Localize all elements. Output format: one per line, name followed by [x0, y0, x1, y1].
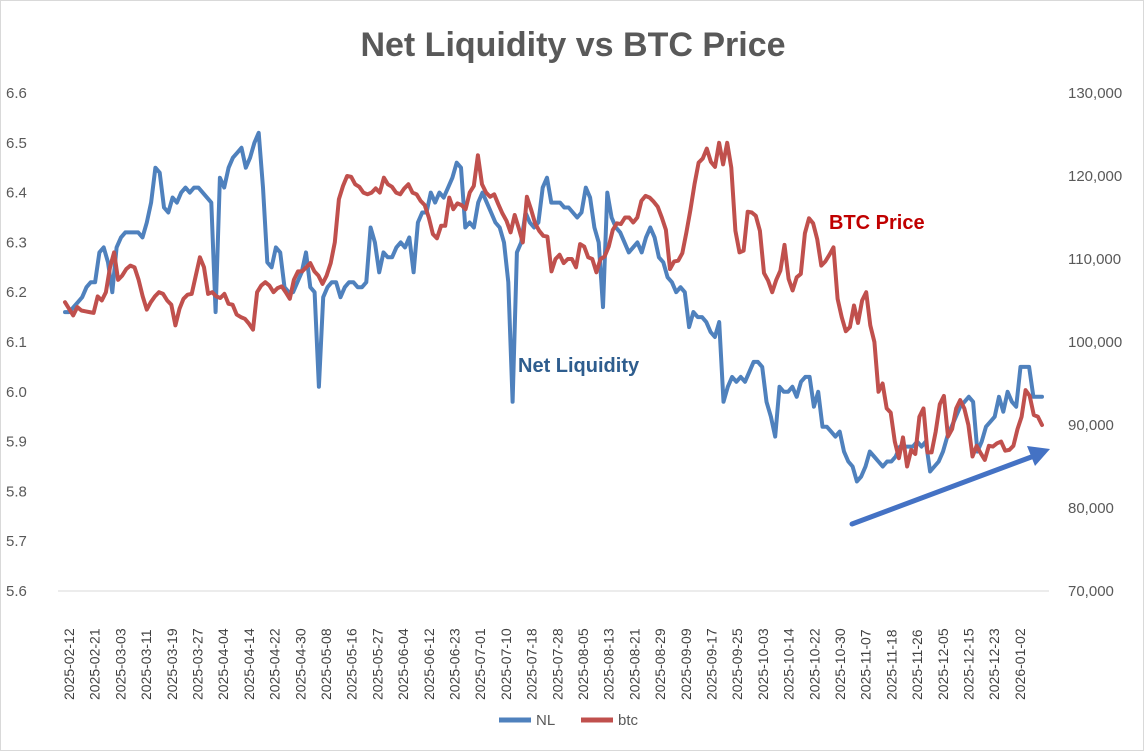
x-tick-label: 2025-10-03: [755, 628, 771, 700]
right-axis-ticks: 70,000 80,000 90,000 100,000 110,000 120,000 1…: [1068, 85, 1122, 600]
x-axis-tick-labels: 2025-02-12 2025-02-21 2025-03-03 2025-03-11…: [61, 628, 1028, 700]
trend-arrow-head: [1027, 446, 1050, 466]
x-tick-label: 2025-07-28: [549, 628, 565, 700]
x-tick-label: 2025-12-23: [986, 628, 1002, 700]
trend-arrow-shaft: [849, 453, 1037, 527]
x-tick-label: 2025-08-05: [575, 628, 591, 700]
x-tick-label: 2025-06-04: [395, 628, 411, 700]
right-tick-label: 130,000: [1068, 85, 1122, 102]
right-tick-label: 120,000: [1068, 168, 1122, 185]
x-tick-label: 2025-03-19: [164, 628, 180, 700]
x-tick-label: 2026-01-02: [1012, 628, 1028, 700]
x-tick-label: 2025-02-12: [61, 628, 77, 700]
left-tick-label: 5.6: [6, 583, 27, 600]
x-tick-label: 2025-11-18: [883, 629, 899, 700]
x-tick-label: 2025-12-15: [961, 628, 977, 700]
right-tick-label: 80,000: [1068, 500, 1114, 517]
series-line-btc: [63, 140, 1044, 469]
right-tick-label: 100,000: [1068, 334, 1122, 351]
series-layer: [63, 130, 1044, 484]
x-tick-label: 2025-04-22: [267, 628, 283, 700]
legend-nl-label: NL: [536, 712, 555, 729]
btc-price-annotation: BTC Price: [829, 212, 925, 234]
x-tick-label: 2025-05-27: [369, 628, 385, 700]
net-liquidity-annotation: Net Liquidity: [518, 355, 640, 377]
x-tick-label: 2025-05-08: [318, 628, 334, 700]
x-tick-label: 2025-08-21: [626, 628, 642, 700]
x-tick-label: 2025-05-16: [344, 628, 360, 700]
left-axis-ticks: 5.6 5.7 5.8 5.9 6.0 6.1 6.2 6.3 6.4 6.5 6.6: [6, 85, 27, 600]
x-tick-label: 2025-10-22: [806, 628, 822, 700]
right-tick-label: 90,000: [1068, 417, 1114, 434]
legend-btc-label: btc: [618, 712, 639, 729]
x-tick-label: 2025-08-13: [601, 628, 617, 700]
x-tick-label: 2025-12-05: [935, 628, 951, 700]
left-tick-label: 6.6: [6, 85, 27, 102]
left-tick-label: 6.4: [6, 185, 27, 202]
trend-arrow: [849, 446, 1050, 527]
left-tick-label: 5.8: [6, 483, 27, 500]
left-tick-label: 6.1: [6, 334, 27, 351]
legend: NL btc: [499, 712, 639, 729]
x-tick-label: 2025-10-30: [832, 628, 848, 700]
left-tick-label: 6.5: [6, 135, 27, 152]
x-tick-label: 2025-09-09: [678, 628, 694, 700]
x-tick-label: 2025-07-10: [498, 628, 514, 700]
right-tick-label: 110,000: [1068, 251, 1121, 268]
right-tick-label: 70,000: [1068, 583, 1114, 600]
left-tick-label: 6.3: [6, 234, 27, 251]
x-tick-label: 2025-09-25: [729, 628, 745, 700]
left-tick-label: 5.9: [6, 434, 27, 451]
x-tick-label: 2025-06-23: [447, 628, 463, 700]
x-tick-label: 2025-09-17: [704, 628, 720, 700]
x-tick-label: 2025-04-04: [215, 628, 231, 700]
x-tick-label: 2025-07-18: [524, 628, 540, 700]
left-tick-label: 6.2: [6, 284, 27, 301]
x-tick-label: 2025-06-12: [421, 628, 437, 700]
series-line-nl: [63, 130, 1044, 484]
left-tick-label: 5.7: [6, 533, 27, 550]
x-tick-label: 2025-08-29: [652, 628, 668, 700]
x-tick-label: 2025-03-27: [190, 628, 206, 700]
chart-title: Net Liquidity vs BTC Price: [360, 26, 785, 64]
x-tick-label: 2025-03-03: [112, 628, 128, 700]
x-tick-label: 2025-11-26: [909, 629, 925, 700]
x-tick-label: 2025-03-11: [138, 629, 154, 700]
x-tick-label: 2025-11-07: [858, 629, 874, 700]
x-tick-label: 2025-04-30: [292, 628, 308, 700]
x-tick-label: 2025-02-21: [87, 628, 103, 700]
x-tick-label: 2025-07-01: [472, 628, 488, 700]
x-tick-label: 2025-10-14: [781, 628, 797, 700]
x-tick-label: 2025-04-14: [241, 628, 257, 700]
left-tick-label: 6.0: [6, 384, 27, 401]
